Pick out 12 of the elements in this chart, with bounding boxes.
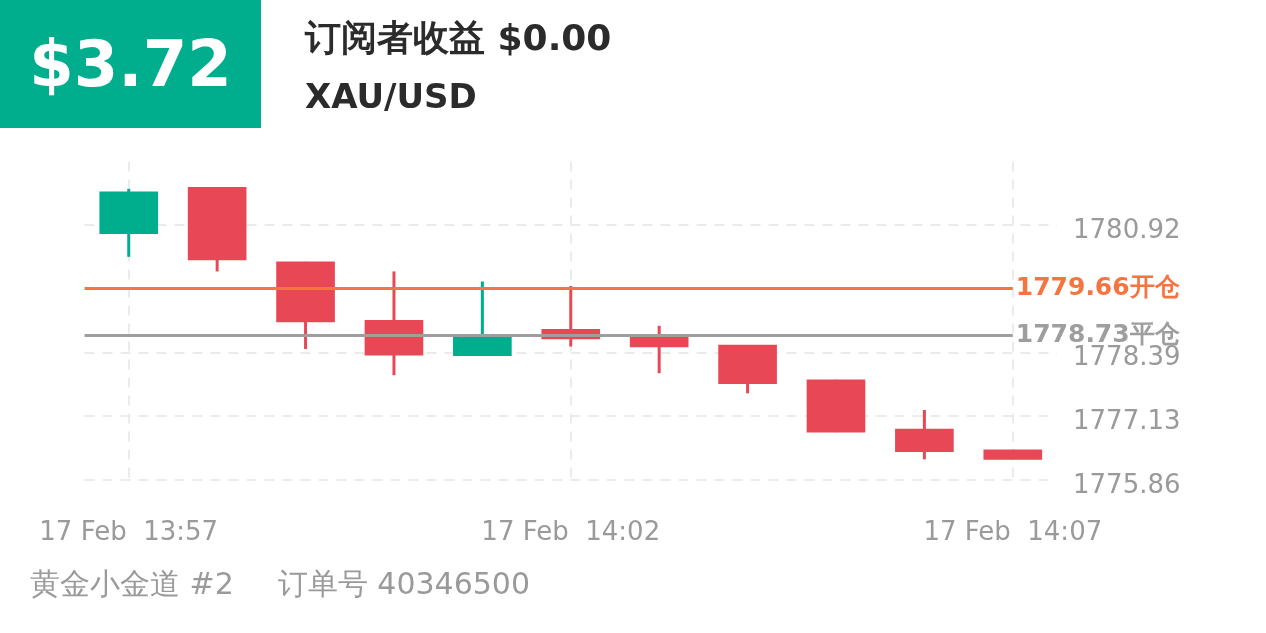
y-tick-label: 1777.13 [1073,404,1181,435]
y-tick-label: 1775.86 [1073,468,1181,499]
text: 黄金小金道 #2 [30,565,234,603]
chart-title: 订阅者收益 $0.00 [305,16,612,60]
x-tick-label: 17 Feb 14:02 [481,516,661,547]
ref-line-label: 1779.66开仓 [1015,272,1180,302]
chart-subtitle: XAU/USD [305,76,477,116]
text: $3.72 [0,0,261,128]
x-tick-label: 17 Feb 14:07 [923,516,1103,547]
text: 订单号 40346500 [277,565,530,603]
y-tick-label: 1780.92 [1073,213,1181,244]
x-tick-label: 17 Feb 13:57 [39,516,219,547]
